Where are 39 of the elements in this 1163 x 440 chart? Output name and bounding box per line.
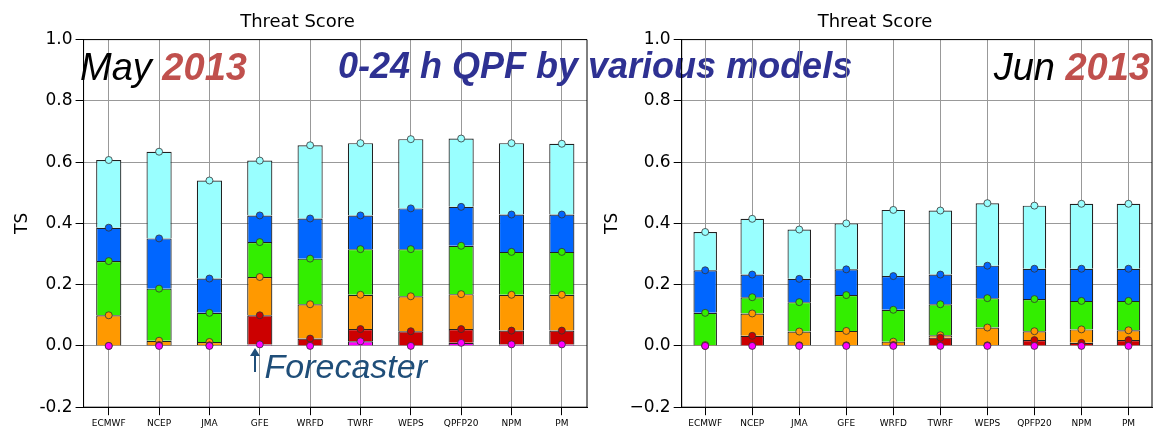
x-tick-label: JMA: [200, 417, 219, 428]
x-tick-label: ECMWF: [91, 417, 126, 428]
x-tick-label: WEPS: [397, 417, 424, 428]
x-tick-label: QPFP20: [1017, 417, 1052, 428]
y-tick-label: 0.0: [45, 334, 73, 355]
y-tick-label: −0.2: [629, 395, 671, 416]
y-tick-label: 0.4: [643, 211, 671, 232]
x-tick-label: ECMWF: [688, 417, 723, 428]
y-axis-title: TS: [10, 212, 31, 235]
y-tick-label: 0.4: [45, 211, 73, 232]
x-tick-label: GFE: [837, 417, 856, 428]
x-tick-label: NCEP: [740, 417, 765, 428]
x-tick-label: TWRF: [926, 417, 954, 428]
y-tick-label: -0.2: [39, 395, 73, 416]
x-tick-label: PM: [555, 417, 569, 428]
chart-title: Threat Score: [239, 10, 355, 32]
x-tick-label: TWRF: [346, 417, 374, 428]
x-tick-label: WRFD: [879, 417, 908, 428]
y-tick-label: 1.0: [45, 28, 73, 49]
y-tick-label: 0.2: [45, 273, 73, 294]
y-tick-label: 0.0: [643, 334, 671, 355]
x-tick-label: WEPS: [974, 417, 1001, 428]
y-tick-label: 1.0: [643, 28, 671, 49]
y-axis-title: TS: [600, 212, 621, 235]
y-tick-label: 0.2: [643, 273, 671, 294]
y-tick-label: 0.6: [643, 150, 671, 171]
y-tick-label: 0.6: [45, 150, 73, 171]
x-tick-label: NPM: [501, 417, 522, 428]
chart-title: Threat Score: [816, 10, 933, 32]
x-tick-label: QPFP20: [443, 417, 479, 428]
x-tick-label: JMA: [789, 417, 809, 428]
x-tick-label: NPM: [1071, 417, 1092, 428]
y-tick-label: 0.8: [643, 89, 671, 110]
x-tick-label: WRFD: [296, 417, 324, 428]
x-tick-label: NCEP: [147, 417, 172, 428]
annotation: Forecaster: [264, 346, 427, 385]
x-tick-label: PM: [1121, 417, 1136, 428]
y-tick-label: 0.8: [45, 89, 73, 110]
x-tick-label: GFE: [250, 417, 269, 428]
